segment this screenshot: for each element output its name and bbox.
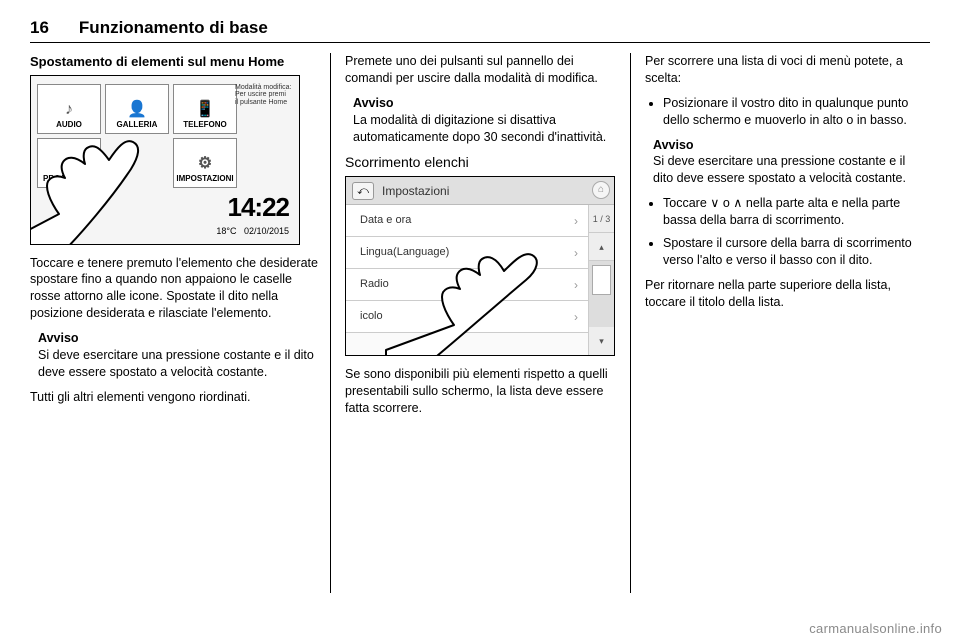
chevron-right-icon: ›	[574, 213, 578, 229]
scroll-thumb	[592, 265, 611, 295]
time-value: 14:22	[216, 190, 289, 225]
settings-list: Data e ora › Lingua(Language) › Radio › ico…	[346, 205, 588, 355]
paragraph: Per ritornare nella parte superiore dell…	[645, 277, 920, 311]
list-row: Data e ora ›	[346, 205, 588, 237]
tile-impostazioni: ⚙ IMPOSTAZIONI	[173, 138, 237, 188]
scrollbar: 1 / 3 ▴ ▾	[588, 205, 614, 355]
notice-block: Avviso Si deve esercitare una pressione …	[38, 330, 320, 381]
tile-audio: ♪ AUDIO	[37, 84, 101, 134]
tile-label: GALLERIA	[117, 120, 158, 131]
tile-projection: ▭ PROJECTION	[37, 138, 101, 188]
section-heading: Scorrimento elenchi	[345, 153, 620, 172]
tile-galleria: 👤 GALLERIA	[105, 84, 169, 134]
watermark: carmanualsonline.info	[809, 621, 942, 636]
tile-telefono: 📱 TELEFONO	[173, 84, 237, 134]
chevron-right-icon: ›	[574, 245, 578, 261]
person-icon: 👤	[127, 102, 147, 118]
tile-label: AUDIO	[56, 120, 82, 131]
column-2: Premete uno dei pulsanti sul pannello de…	[330, 53, 630, 593]
list-title: Impostazioni	[382, 183, 449, 199]
scroll-up-icon: ▴	[589, 233, 614, 261]
tile-label: TELEFONO	[183, 120, 227, 131]
notice-block: Avviso La modalità di digitazione si dis…	[353, 95, 620, 146]
notice-label: Avviso	[353, 95, 620, 112]
scroll-track	[589, 261, 614, 327]
paragraph: Premete uno dei pulsanti sul pannello de…	[345, 53, 620, 87]
paragraph: Se sono disponibili più elementi rispett…	[345, 366, 620, 417]
chevron-right-icon: ›	[574, 309, 578, 325]
row-label: Lingua(Language)	[360, 245, 449, 260]
figure-settings-list: ⤺ Impostazioni ⌂ Data e ora› Lingua(Lang…	[345, 176, 615, 356]
date-temp: 18°C 02/10/2015	[216, 225, 289, 237]
bullet-item: Toccare ∨ o ∧ nella parte alta e nella p…	[663, 195, 920, 229]
figure-home-screen: ♪ AUDIO 👤 GALLERIA 📱 TELEFONO ▭ PROJECTI…	[30, 75, 300, 245]
bullet-list: Toccare ∨ o ∧ nella parte alta e nella p…	[645, 195, 920, 269]
bullet-list: Posizionare il vostro dito in qualunque …	[645, 95, 920, 129]
list-header: ⤺ Impostazioni	[346, 177, 614, 205]
notice-text: Si deve esercitare una pressione costant…	[38, 347, 320, 381]
section-heading: Spostamento di elementi sul menu Home	[30, 53, 320, 71]
paragraph: Per scorrere una lista di voci di menù p…	[645, 53, 920, 87]
paragraph: Toccare e tenere premuto l'elemento che …	[30, 255, 320, 323]
chevron-right-icon: ›	[574, 277, 578, 293]
edit-mode-hint: Modalità modifica: Per uscire premi il p…	[235, 84, 295, 107]
list-row: icolo ›	[346, 301, 588, 333]
paragraph: Tutti gli altri elementi vengono riordin…	[30, 389, 320, 406]
notice-label: Avviso	[38, 330, 320, 347]
gear-icon: ⚙	[198, 156, 212, 172]
hint-line: Modalità modifica:	[235, 84, 295, 92]
column-1: Spostamento di elementi sul menu Home ♪ …	[30, 53, 330, 593]
tile-label: PROJECTION	[43, 174, 95, 185]
bullet-item: Posizionare il vostro dito in qualunque …	[663, 95, 920, 129]
row-label: Radio	[360, 277, 389, 292]
notice-block: Avviso Si deve esercitare una pressione …	[653, 137, 920, 188]
notice-text: Si deve esercitare una pressione costant…	[653, 153, 920, 187]
hint-line: Per uscire premi	[235, 91, 295, 99]
page-header: 16 Funzionamento di base	[30, 18, 930, 43]
page-number: 16	[30, 18, 49, 38]
hint-line: il pulsante Home	[235, 99, 295, 107]
chapter-title: Funzionamento di base	[79, 18, 268, 38]
tile-label: IMPOSTAZIONI	[176, 174, 233, 185]
scroll-down-icon: ▾	[589, 327, 614, 355]
list-row: Radio ›	[346, 269, 588, 301]
bullet-item: Spostare il cursore della barra di scorr…	[663, 235, 920, 269]
page-indicator: 1 / 3	[589, 205, 614, 233]
list-row: Lingua(Language) ›	[346, 237, 588, 269]
row-label: icolo	[360, 309, 383, 324]
notice-label: Avviso	[653, 137, 920, 154]
row-label: Data e ora	[360, 213, 411, 228]
back-icon: ⤺	[352, 182, 374, 200]
date-value: 02/10/2015	[244, 226, 289, 236]
clock-block: 14:22 18°C 02/10/2015	[216, 190, 289, 237]
column-3: Per scorrere una lista di voci di menù p…	[630, 53, 930, 593]
phone-icon: 📱	[195, 102, 215, 118]
projection-icon: ▭	[61, 156, 76, 172]
temp-value: 18°C	[216, 226, 236, 236]
music-icon: ♪	[65, 102, 73, 118]
notice-text: La modalità di digitazione si disattiva …	[353, 112, 620, 146]
